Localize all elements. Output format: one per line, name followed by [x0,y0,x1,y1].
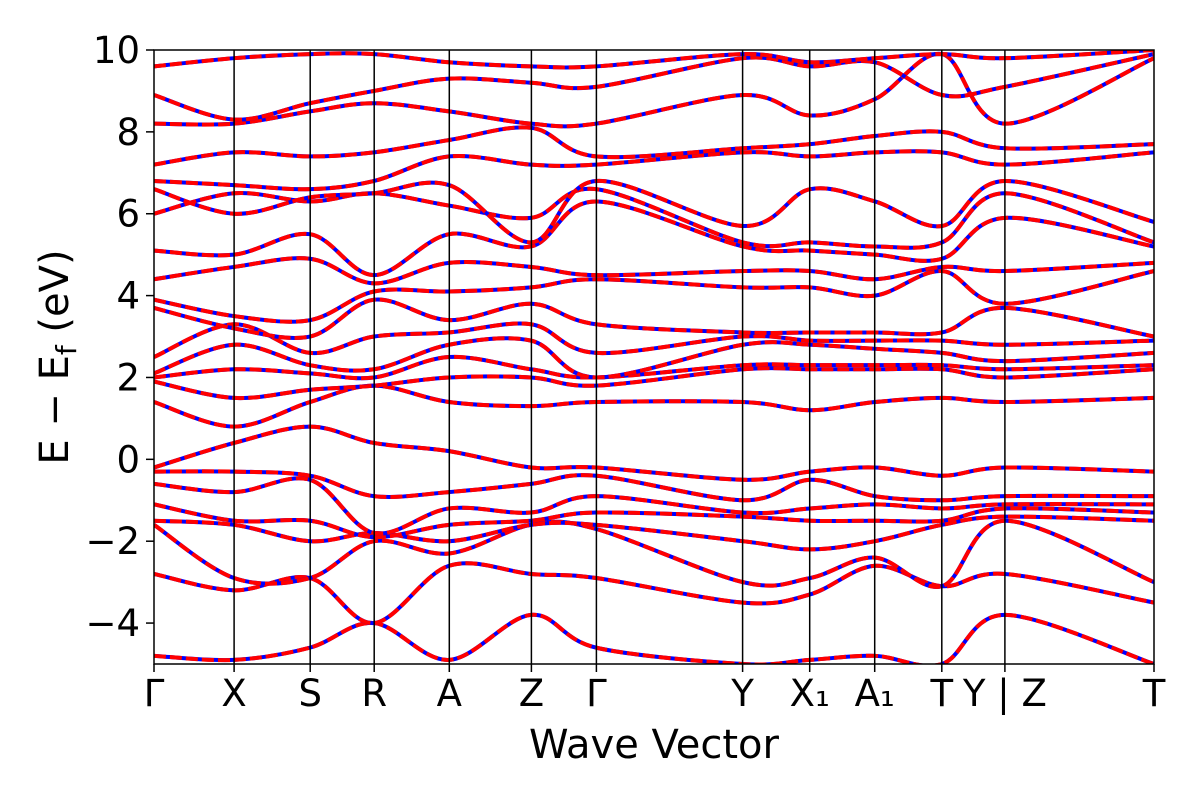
band-line-dashed-2 [154,518,1154,589]
band-line-dashed-16 [154,199,1154,278]
band-line-dashed-20 [154,125,1154,167]
x-tick-label: Γ [144,672,165,715]
y-axis-title-sub: f [50,344,83,355]
x-tick-label: Y [730,672,754,715]
y-tick-label: −2 [85,520,140,563]
y-tick-label: −4 [85,602,140,645]
x-tick-label: T [929,672,953,715]
band-line-dashed-6 [154,469,1154,503]
band-line-dashed-23 [154,50,1154,70]
x-tick-label: R [361,672,387,715]
plot-area [153,49,1155,665]
band-line-dashed-18 [154,178,1154,245]
x-tick-label: Γ [586,672,607,715]
x-tick-label: X₁ [790,672,830,715]
x-tick-label: A₁ [855,672,895,715]
band-line-dashed-5 [154,476,1154,536]
band-line-solid-16 [154,199,1154,278]
band-line-dashed-19 [154,149,1154,192]
x-tick-label: Z [519,672,544,715]
y-tick-label: 4 [116,275,140,318]
band-line-dashed-13 [154,297,1154,340]
x-tick-label: T [1142,672,1166,715]
band-line-dashed-0 [154,612,1154,664]
y-tick-label: 8 [116,111,140,154]
y-axis-title-main: E − E [32,355,78,465]
band-line-dashed-15 [154,256,1154,286]
y-axis-ticks: −4 −2 0 2 4 6 8 10 [85,29,154,645]
y-tick-label: 10 [93,29,140,72]
band-line-dashed-14 [154,269,1154,324]
x-axis-title: Wave Vector [529,722,780,768]
x-tick-label: A [437,672,462,715]
y-axis-title: E − Ef (eV) [32,249,83,464]
plot-frame [153,49,1155,665]
k-point-separators [233,50,1006,664]
y-tick-label: 6 [116,193,140,236]
x-tick-label: Y | Z [962,672,1047,715]
band-line-solid-7 [154,424,1154,482]
band-line-solid-14 [154,269,1154,324]
band-line-dashed-17 [154,186,1154,250]
x-tick-label: X [221,672,246,715]
y-tick-label: 2 [116,356,140,399]
band-line-solid-15 [154,256,1154,286]
band-lines [154,50,1154,664]
y-axis-title-unit: (eV) [32,249,78,345]
band-line-dashed-21 [154,52,1154,129]
y-tick-label: 0 [116,438,140,481]
band-line-dashed-3 [154,514,1154,552]
x-tick-label: S [298,672,322,715]
band-line-dashed-9 [154,366,1154,401]
band-line-dashed-4 [154,502,1154,540]
band-line-solid-21 [154,52,1154,129]
